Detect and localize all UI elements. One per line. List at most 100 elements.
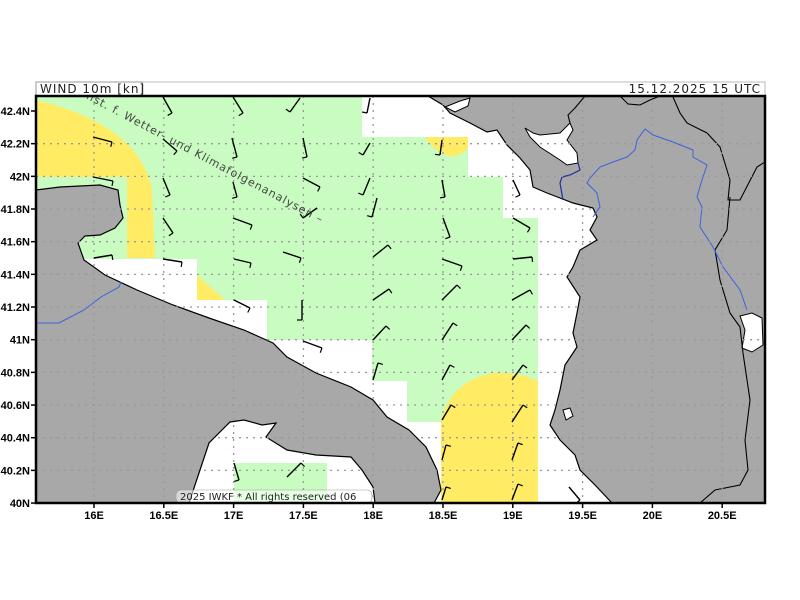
wind-barb bbox=[441, 404, 456, 421]
x-tick-label: 19.5E bbox=[568, 510, 597, 522]
y-tick-label: 40.2N bbox=[1, 465, 30, 477]
wind-barb bbox=[372, 244, 392, 258]
wind-barb bbox=[512, 179, 521, 198]
wind-barb bbox=[372, 325, 391, 341]
y-tick-label: 41.2N bbox=[1, 302, 30, 314]
border bbox=[619, 96, 661, 106]
wind-barb bbox=[441, 486, 451, 501]
wind-barb bbox=[302, 340, 323, 353]
wind-barb bbox=[511, 442, 523, 461]
wind-barb bbox=[297, 300, 303, 321]
wind-barb bbox=[232, 217, 253, 230]
y-tick-label: 41.4N bbox=[1, 269, 30, 281]
wind-barb bbox=[233, 462, 240, 482]
wind-barbs bbox=[92, 96, 581, 503]
wind-barb bbox=[441, 258, 463, 271]
wind-barb bbox=[285, 97, 301, 113]
wind-barb bbox=[367, 197, 378, 218]
wind-barb bbox=[441, 284, 461, 301]
wind-barb bbox=[233, 258, 252, 269]
wind-band-yellow bbox=[197, 275, 225, 300]
graticule bbox=[36, 96, 765, 503]
x-tick-label: 17.5E bbox=[289, 510, 318, 522]
land-italy bbox=[36, 184, 442, 503]
wind-barb bbox=[162, 138, 178, 156]
border bbox=[672, 96, 765, 201]
x-tick-label: 18E bbox=[363, 510, 383, 522]
y-tick-label: 41.6N bbox=[1, 237, 30, 249]
x-tick-label: 20.5E bbox=[708, 510, 737, 522]
wind-barb bbox=[282, 251, 302, 263]
wind-barb bbox=[439, 179, 446, 199]
valid-time: 15.12.2025 15 UTC bbox=[629, 82, 761, 96]
wind-barb bbox=[372, 288, 393, 301]
wind-barb bbox=[232, 96, 244, 117]
x-tick-label: 16.5E bbox=[149, 510, 178, 522]
land-balkans bbox=[426, 96, 765, 503]
wind-barb bbox=[511, 483, 523, 501]
wind-band-yellow bbox=[441, 372, 538, 503]
lake bbox=[739, 312, 764, 353]
y-tick-label: 42.2N bbox=[1, 139, 30, 151]
bay bbox=[443, 97, 471, 113]
map-area: CETA – Inst. f. Wetter- und Klimafolgena… bbox=[36, 96, 765, 503]
wind-band-yellow bbox=[36, 100, 155, 258]
wind-barb bbox=[511, 324, 531, 341]
wind-barb bbox=[302, 177, 321, 192]
y-tick-label: 41.8N bbox=[1, 204, 30, 216]
wind-barb bbox=[372, 362, 383, 381]
wind-barb bbox=[361, 97, 371, 114]
wind-barb bbox=[299, 207, 318, 219]
x-tick-label: 16E bbox=[84, 510, 104, 522]
copyright-box bbox=[175, 489, 373, 503]
y-tick-label: 42N bbox=[10, 171, 30, 183]
axis-ticks: 16E 16.5E 17E 17.5E 18E 18.5E 19E 19.5E 20E 20.5E… bbox=[1, 106, 737, 522]
wind-barb bbox=[442, 217, 451, 240]
wind-barb bbox=[233, 299, 251, 313]
wind-barb bbox=[92, 176, 114, 187]
lake-shkodra bbox=[524, 122, 579, 166]
x-tick-label: 18.5E bbox=[429, 510, 458, 522]
y-tick-label: 40.8N bbox=[1, 367, 30, 379]
x-tick-label: 17E bbox=[224, 510, 244, 522]
wind-barb bbox=[358, 177, 371, 196]
wind-barb bbox=[93, 254, 114, 261]
river bbox=[559, 162, 581, 201]
wind-barb bbox=[434, 139, 443, 156]
copyright: 2025 IWKF * All rights reserved (06 bbox=[180, 492, 356, 503]
map-frame bbox=[34, 94, 767, 505]
river bbox=[37, 281, 122, 324]
y-tick-label: 40N bbox=[10, 498, 30, 510]
wind-barb bbox=[301, 137, 308, 159]
wind-barb bbox=[511, 289, 533, 301]
wind-barb bbox=[441, 444, 451, 461]
wind-barb bbox=[441, 364, 455, 381]
wind-band-green bbox=[36, 96, 538, 503]
wind-barb bbox=[162, 177, 171, 198]
x-tick-label: 20E bbox=[643, 510, 663, 522]
island bbox=[562, 407, 574, 421]
wind-barb bbox=[162, 96, 173, 116]
y-tick-label: 40.4N bbox=[1, 433, 30, 445]
x-tick-label: 19E bbox=[503, 510, 523, 522]
wind-barb bbox=[358, 142, 371, 156]
wind-band-yellow bbox=[425, 137, 468, 157]
wind-barb bbox=[512, 256, 534, 263]
y-tick-label: 40.6N bbox=[1, 400, 30, 412]
wind-barb bbox=[162, 258, 183, 268]
y-tick-label: 42.4N bbox=[1, 106, 30, 118]
wind-barb bbox=[286, 462, 305, 478]
wind-barb bbox=[232, 181, 238, 199]
wind-barb bbox=[512, 217, 531, 233]
river bbox=[586, 128, 748, 311]
wind-barb bbox=[162, 217, 174, 237]
wind-barb bbox=[231, 137, 238, 159]
wind-barb bbox=[92, 136, 113, 147]
wind-barb bbox=[511, 364, 528, 381]
y-tick-label: 41N bbox=[10, 335, 30, 347]
border bbox=[567, 96, 586, 124]
wind-barb bbox=[511, 404, 528, 423]
map-title: WIND 10m [kn] bbox=[40, 82, 145, 96]
wind-barb bbox=[441, 322, 458, 341]
